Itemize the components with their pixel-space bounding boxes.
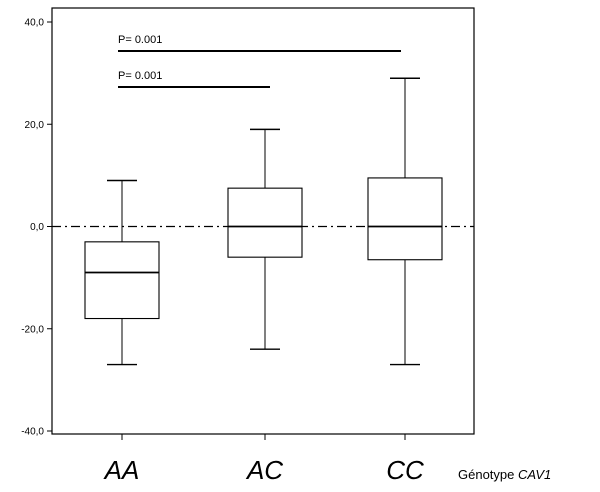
x-category-label: CC bbox=[386, 455, 424, 485]
box-aa bbox=[84, 179, 160, 366]
box-ac bbox=[227, 128, 303, 350]
y-tick-label: 20,0 bbox=[25, 120, 45, 131]
x-category-label: AC bbox=[245, 455, 283, 485]
box-cc bbox=[367, 77, 443, 366]
x-axis-title: Génotype CAV1 bbox=[458, 467, 551, 482]
y-tick-label: 0,0 bbox=[30, 222, 44, 233]
x-axis-title-gene: CAV1 bbox=[518, 467, 551, 482]
significance-label: P= 0.001 bbox=[118, 34, 162, 46]
significance-label: P= 0.001 bbox=[118, 70, 162, 82]
y-tick-label: -20,0 bbox=[21, 324, 44, 335]
x-axis-title-prefix: Génotype bbox=[458, 467, 518, 482]
iqr-box bbox=[227, 187, 303, 258]
x-category-label: AA bbox=[103, 455, 140, 485]
plot-frame bbox=[51, 7, 475, 435]
iqr-box bbox=[367, 177, 443, 261]
y-tick-label: -40,0 bbox=[21, 427, 44, 438]
y-tick-label: 40,0 bbox=[25, 18, 45, 29]
iqr-box bbox=[84, 241, 160, 320]
